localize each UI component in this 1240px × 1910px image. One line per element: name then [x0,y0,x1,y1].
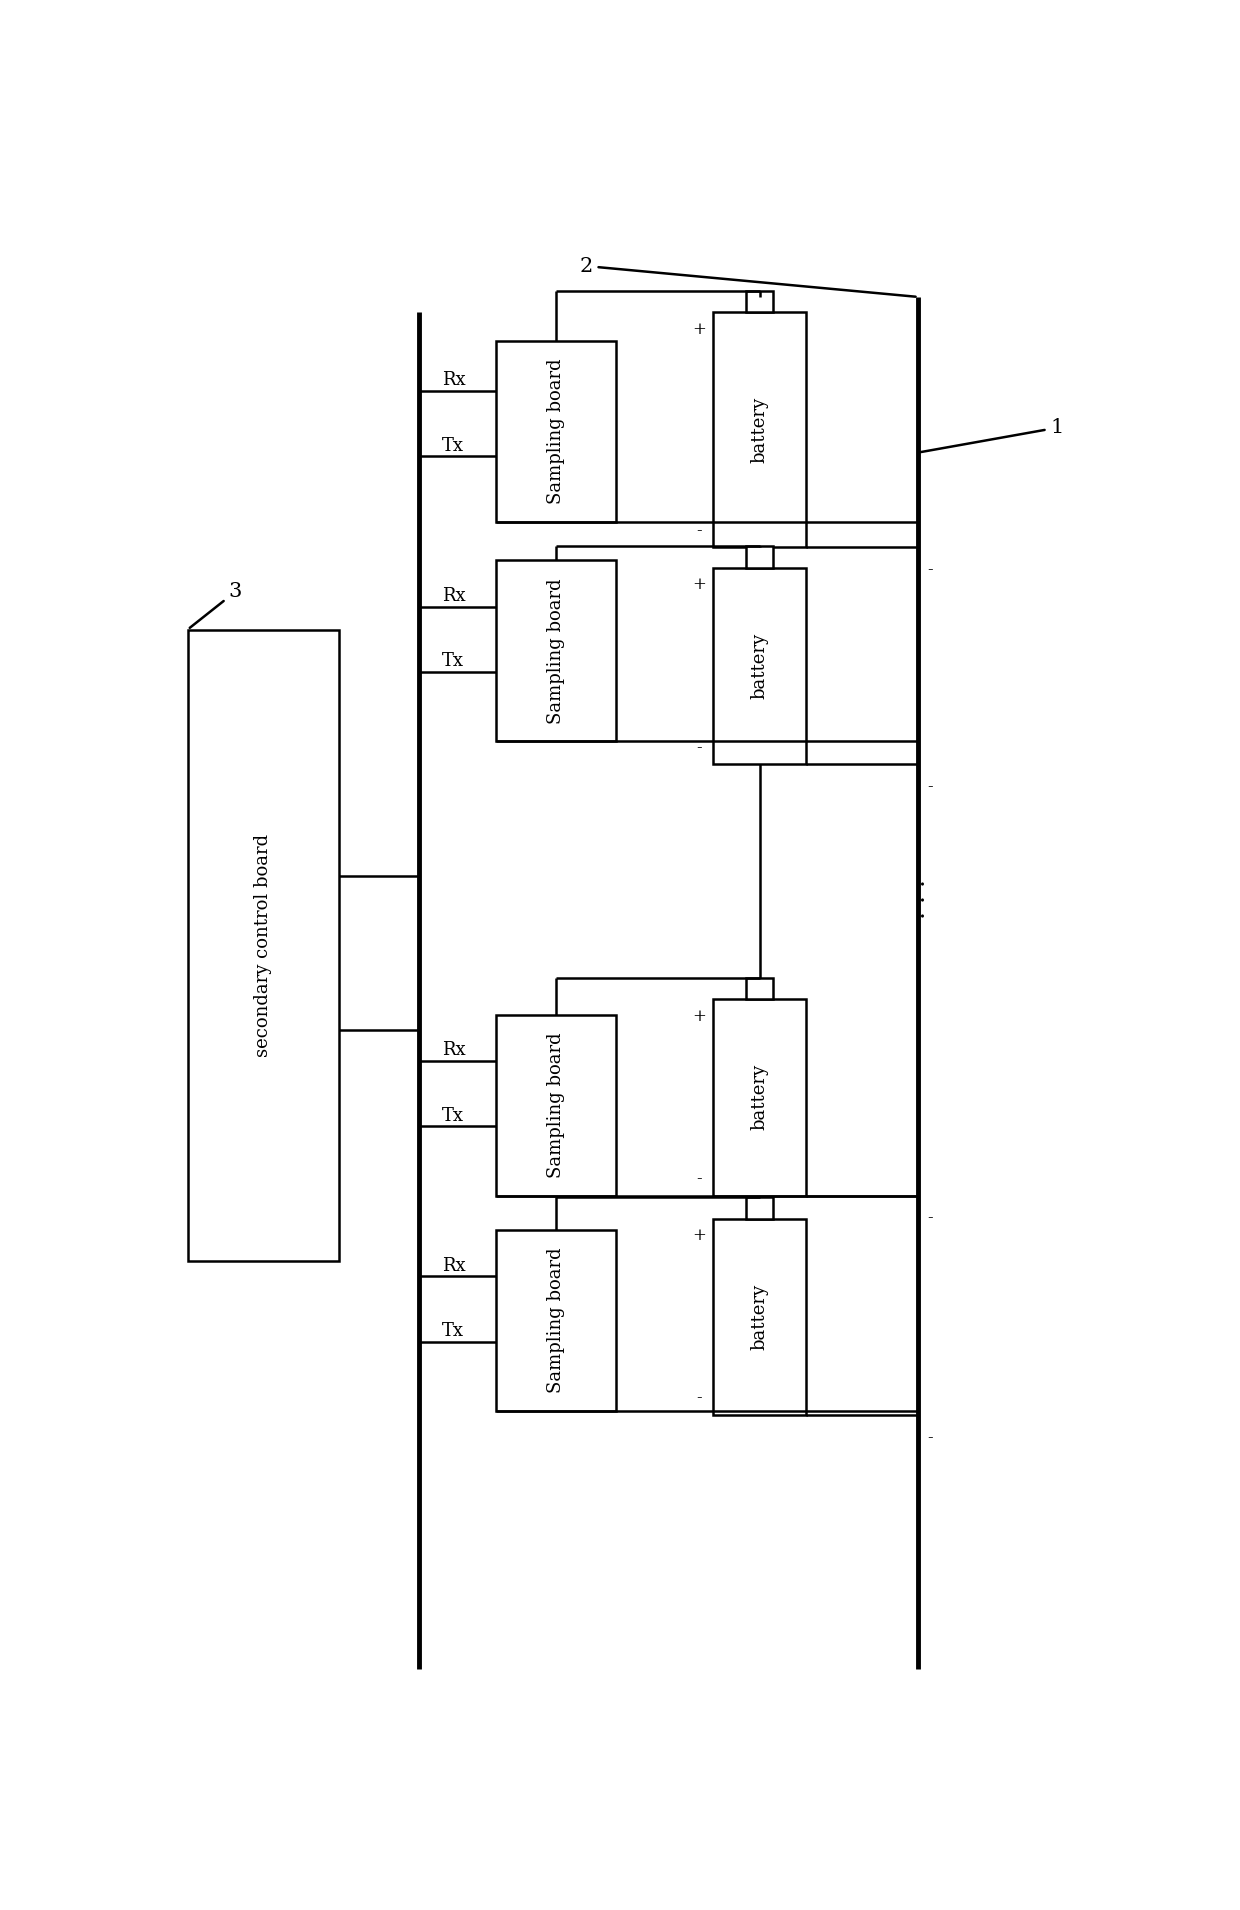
Text: Sampling board: Sampling board [547,359,565,504]
Text: -: - [928,777,934,795]
Text: 2: 2 [580,256,915,296]
Bar [746,546,773,567]
Bar [187,630,339,1261]
Text: -: - [928,1429,934,1446]
Bar [713,313,806,546]
Bar [713,567,806,764]
Text: battery: battery [750,1064,769,1131]
Text: battery: battery [750,397,769,462]
Bar [713,999,806,1196]
Bar [496,1230,616,1411]
Text: battery: battery [750,1284,769,1350]
Bar [746,290,773,313]
Text: Tx: Tx [441,437,464,455]
Text: +: + [692,321,706,338]
Text: Sampling board: Sampling board [547,1247,565,1394]
Text: +: + [692,1008,706,1024]
Text: . . .: . . . [906,879,930,919]
Text: Tx: Tx [441,1106,464,1125]
Bar [746,1198,773,1219]
Text: 1: 1 [921,418,1064,453]
Text: +: + [692,577,706,594]
Text: Rx: Rx [441,1041,465,1060]
Bar [496,1014,616,1196]
Text: Sampling board: Sampling board [547,579,565,724]
Text: Sampling board: Sampling board [547,1031,565,1178]
Text: 3: 3 [190,583,242,628]
Text: Rx: Rx [441,371,465,390]
Text: Rx: Rx [441,586,465,605]
Text: Rx: Rx [441,1257,465,1274]
Text: -: - [928,1209,934,1226]
Bar [746,978,773,999]
Text: -: - [696,1390,702,1406]
Text: +: + [692,1226,706,1243]
Text: Tx: Tx [441,653,464,670]
Text: battery: battery [750,632,769,699]
Bar [496,560,616,741]
Text: Tx: Tx [441,1322,464,1341]
Text: -: - [696,1171,702,1188]
Bar [713,1219,806,1415]
Text: -: - [696,521,702,539]
Text: -: - [928,562,934,579]
Bar [496,340,616,521]
Text: secondary control board: secondary control board [254,835,272,1056]
Text: -: - [696,739,702,756]
